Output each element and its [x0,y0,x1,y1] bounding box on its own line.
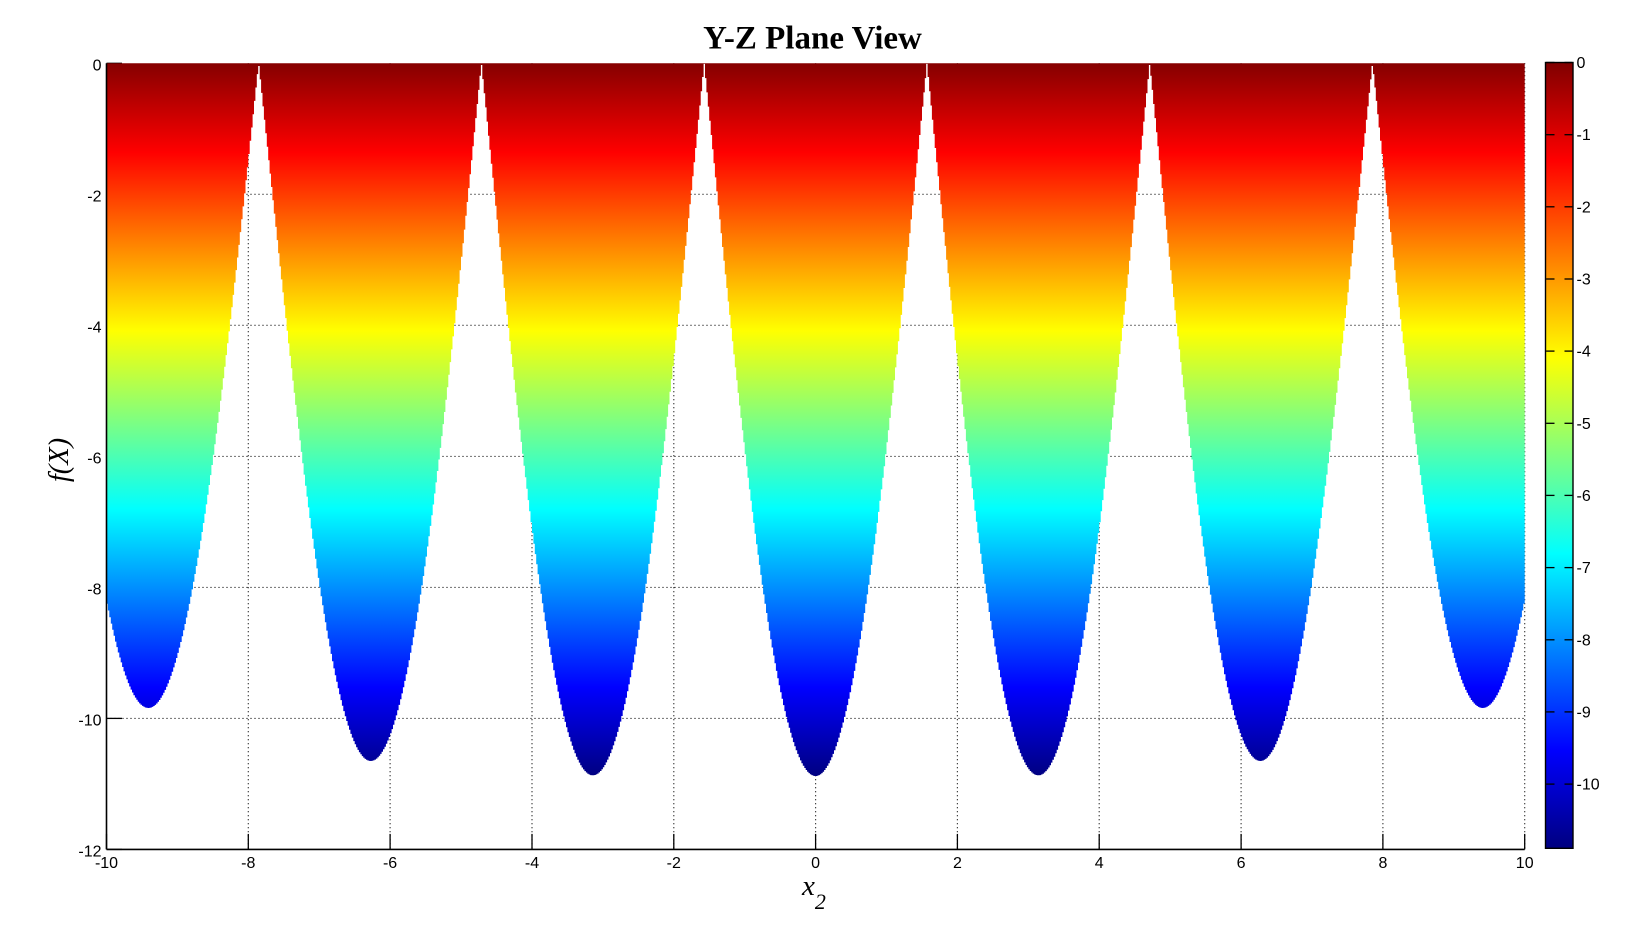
svg-text:-2: -2 [1577,199,1591,216]
svg-text:0: 0 [1577,55,1586,72]
svg-text:-2: -2 [87,188,101,205]
svg-text:-4: -4 [87,319,101,336]
svg-text:-12: -12 [78,843,101,860]
svg-text:-8: -8 [1577,632,1591,649]
svg-text:-9: -9 [1577,704,1591,721]
svg-text:-10: -10 [1577,777,1600,794]
svg-text:-6: -6 [87,450,101,467]
svg-text:-4: -4 [525,855,539,872]
svg-text:-6: -6 [383,855,397,872]
svg-text:-8: -8 [87,581,101,598]
svg-text:f(X): f(X) [44,438,75,482]
svg-text:8: 8 [1378,855,1387,872]
svg-text:-4: -4 [1577,344,1591,361]
svg-text:-6: -6 [1577,488,1591,505]
svg-text:0: 0 [93,57,102,74]
svg-text:-10: -10 [95,855,118,872]
svg-text:4: 4 [1095,855,1104,872]
svg-text:-10: -10 [78,712,101,729]
svg-text:-8: -8 [241,855,255,872]
svg-text:-1: -1 [1577,127,1591,144]
svg-text:0: 0 [811,855,820,872]
svg-text:-3: -3 [1577,272,1591,289]
svg-text:2: 2 [953,855,962,872]
svg-text:-7: -7 [1577,560,1591,577]
svg-text:6: 6 [1237,855,1246,872]
svg-text:10: 10 [1516,855,1534,872]
svg-text:-2: -2 [667,855,681,872]
svg-text:Y-Z Plane View: Y-Z Plane View [703,20,922,56]
svg-text:-5: -5 [1577,416,1591,433]
